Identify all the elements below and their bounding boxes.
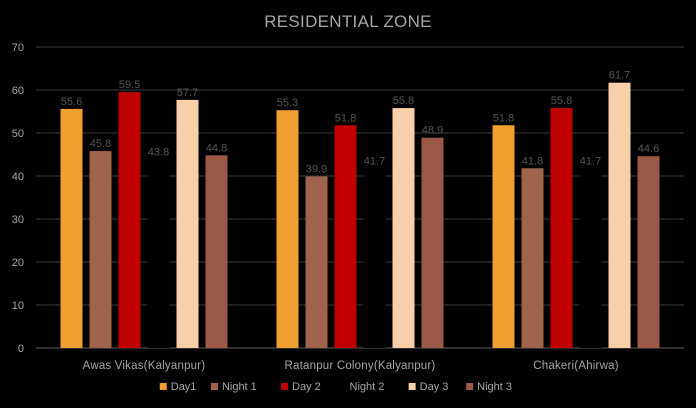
bar (305, 176, 328, 348)
bar (205, 155, 228, 348)
bar (363, 168, 386, 348)
legend-swatch (159, 383, 167, 390)
data-label: 41.8 (522, 155, 543, 167)
data-label: 55.8 (551, 95, 572, 107)
data-label: 44.8 (206, 142, 227, 154)
bar (334, 125, 357, 348)
y-tick-label: 20 (12, 257, 24, 269)
bar (421, 137, 444, 348)
bar (521, 168, 544, 348)
x-axis-categories: Awas Vikas(Kalyanpur) Ratanpur Colony(Kal… (83, 360, 619, 372)
legend-item: Day 2 (281, 381, 321, 393)
data-label: 41.7 (580, 156, 601, 168)
data-label: 55.3 (277, 97, 298, 109)
data-label: 57.7 (177, 87, 198, 99)
bars (60, 82, 660, 349)
data-label: 59.5 (119, 79, 140, 91)
legend-item: Night 3 (466, 381, 512, 393)
legend-swatch (408, 383, 416, 390)
y-axis-ticks: 0 10 20 30 40 50 60 70 (12, 42, 24, 355)
legend: Day1 Night 1 Day 2 Night 2 Day 3 Night 3 (159, 381, 512, 393)
bar (147, 159, 170, 348)
legend-swatch (210, 383, 218, 390)
data-label: 61.7 (609, 70, 630, 82)
y-tick-label: 60 (12, 85, 24, 97)
data-label: 45.8 (90, 138, 111, 150)
legend-label: Day1 (171, 381, 197, 393)
legend-item: Night 1 (210, 381, 257, 393)
bar (89, 151, 112, 348)
legend-label: Night 1 (222, 381, 257, 393)
bar (276, 110, 299, 349)
data-label: 44.6 (638, 143, 659, 155)
bar (637, 156, 660, 348)
legend-item: Day 3 (408, 381, 449, 393)
y-tick-label: 70 (12, 42, 24, 54)
legend-swatch (281, 383, 289, 390)
bar (60, 108, 83, 348)
legend-swatch (338, 383, 346, 390)
bar (608, 82, 631, 348)
y-tick-label: 10 (12, 300, 24, 312)
data-label: 55.6 (61, 96, 82, 108)
gridlines (36, 46, 684, 349)
legend-label: Day 2 (292, 381, 321, 393)
bar (550, 108, 573, 348)
legend-label: Night 3 (477, 381, 512, 393)
bar (118, 92, 141, 349)
x-category-label: Chakeri(Ahirwa) (533, 360, 618, 372)
legend-item: Day1 (159, 381, 197, 393)
y-tick-label: 0 (18, 343, 24, 355)
data-label: 55.8 (393, 95, 414, 107)
y-tick-label: 50 (12, 128, 24, 140)
bar (176, 99, 199, 348)
data-label: 39.9 (306, 163, 327, 175)
data-labels: 55.6 45.8 59.5 43.8 57.7 44.8 55.3 39.9 51.8 41.7… (61, 70, 659, 176)
bar (492, 125, 515, 348)
chart-title: RESIDENTIAL ZONE (264, 12, 432, 31)
y-tick-label: 40 (12, 171, 24, 183)
legend-label: Day 3 (420, 381, 449, 393)
legend-item: Night 2 (338, 381, 385, 393)
y-tick-label: 30 (12, 214, 24, 226)
data-label: 51.8 (493, 112, 514, 124)
data-label: 51.8 (335, 112, 356, 124)
bar (392, 108, 415, 348)
data-label: 41.7 (364, 156, 385, 168)
x-category-label: Awas Vikas(Kalyanpur) (83, 360, 206, 372)
legend-label: Night 2 (350, 381, 385, 393)
bar (579, 168, 602, 348)
data-label: 48.9 (422, 125, 443, 137)
legend-swatch (466, 383, 474, 390)
x-category-label: Ratanpur Colony(Kalyanpur) (285, 360, 436, 372)
data-label: 43.8 (148, 147, 169, 159)
